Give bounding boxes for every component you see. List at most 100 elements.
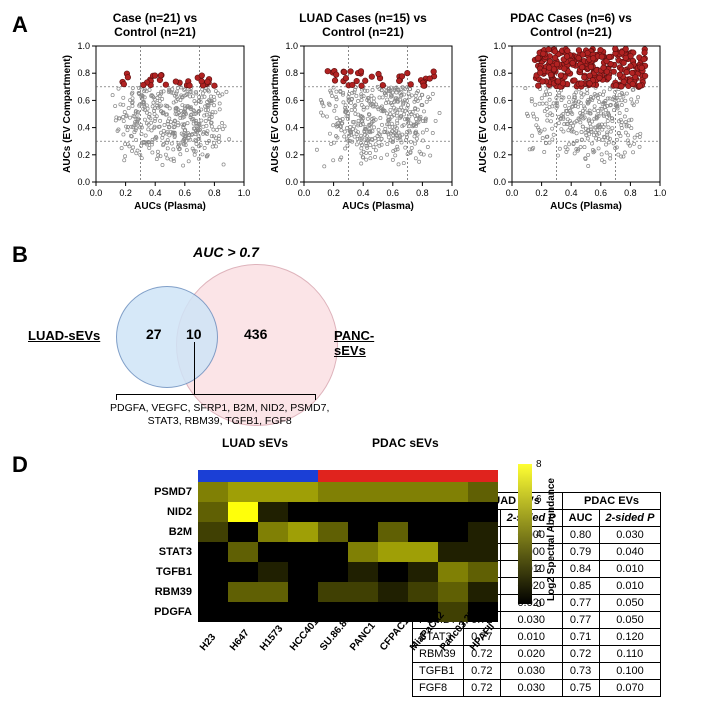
venn-gene-list: PDGFA, VEGFC, SFRP1, B2M, NID2, PSMD7, S… — [110, 402, 329, 427]
venn-right-count: 436 — [244, 326, 267, 342]
venn-bracket — [116, 394, 316, 395]
heat-col-label: H1573 — [258, 623, 286, 653]
heat-cell — [198, 582, 228, 602]
heat-cell — [468, 582, 498, 602]
heat-cell — [228, 482, 258, 502]
heat-row-label: PSMD7 — [132, 486, 198, 498]
heat-row: STAT3 — [132, 542, 700, 562]
svg-text:0.4: 0.4 — [565, 188, 578, 198]
heat-cell — [408, 522, 438, 542]
svg-text:AUCs (EV Compartment): AUCs (EV Compartment) — [478, 55, 489, 173]
svg-text:0.0: 0.0 — [493, 177, 506, 187]
heat-cell — [378, 502, 408, 522]
heat-cell — [288, 562, 318, 582]
heat-cell — [228, 522, 258, 542]
heat-cell — [438, 542, 468, 562]
colorbar: 02468Log2 Spectral Abundance — [518, 464, 532, 604]
heat-xlabels: H23H647H1573HCC4019SU.86.86PANC1CFPAC1Mi… — [198, 622, 700, 633]
heat-cell — [438, 522, 468, 542]
heat-row-label: NID2 — [132, 506, 198, 518]
heat-cell — [258, 582, 288, 602]
heat-row: PDGFA — [132, 602, 700, 622]
svg-text:0.8: 0.8 — [493, 68, 506, 78]
heat-cell — [468, 562, 498, 582]
svg-text:0.6: 0.6 — [387, 188, 400, 198]
venn-leader-line — [194, 342, 195, 394]
svg-text:1.0: 1.0 — [654, 188, 666, 198]
heat-col-label: CFPAC1 — [378, 623, 406, 653]
heat-cell — [408, 502, 438, 522]
heat-col-label: HPAFII — [468, 623, 496, 653]
svg-text:0.6: 0.6 — [595, 188, 608, 198]
svg-text:0.2: 0.2 — [77, 150, 90, 160]
heat-cell — [318, 582, 348, 602]
heat-cell — [348, 562, 378, 582]
svg-text:1.0: 1.0 — [238, 188, 250, 198]
svg-text:0.0: 0.0 — [77, 177, 90, 187]
svg-text:0.2: 0.2 — [493, 150, 506, 160]
venn-left-label: LUAD-sEVs — [28, 328, 100, 343]
heat-cell — [438, 482, 468, 502]
heat-cell — [378, 582, 408, 602]
group1-label: LUAD sEVs — [222, 436, 288, 450]
heat-cell — [318, 542, 348, 562]
scatter-plot: Case (n=21) vsControl (n=21)0.00.00.20.2… — [60, 12, 250, 212]
heat-cell — [348, 602, 378, 622]
group-bar — [198, 470, 498, 482]
heat-cell — [258, 562, 288, 582]
svg-text:0.0: 0.0 — [285, 177, 298, 187]
heat-cell — [288, 502, 318, 522]
heat-cell — [198, 562, 228, 582]
panel-d-label: D — [12, 452, 28, 478]
scatter-svg: 0.00.00.20.20.40.40.60.60.80.81.01.0AUCs… — [268, 42, 458, 212]
heat-cell — [468, 542, 498, 562]
svg-text:0.0: 0.0 — [90, 188, 103, 198]
svg-text:AUCs (Plasma): AUCs (Plasma) — [550, 201, 622, 212]
heat-row: RBM39 — [132, 582, 700, 602]
heat-cell — [408, 542, 438, 562]
heat-cell — [258, 602, 288, 622]
heat-col-label: SU.86.86 — [318, 623, 346, 653]
heat-cell — [468, 522, 498, 542]
heat-cell — [198, 482, 228, 502]
heat-cell — [228, 582, 258, 602]
heat-cell — [228, 562, 258, 582]
heat-col-label: H23 — [198, 623, 226, 653]
heat-cell — [408, 582, 438, 602]
heat-cell — [378, 482, 408, 502]
svg-text:0.8: 0.8 — [416, 188, 429, 198]
svg-text:0.2: 0.2 — [285, 150, 298, 160]
group2-label: PDAC sEVs — [372, 436, 439, 450]
heat-row: TGFB1 — [132, 562, 700, 582]
svg-text:1.0: 1.0 — [493, 42, 506, 51]
svg-text:0.0: 0.0 — [298, 188, 311, 198]
heat-row-label: PDGFA — [132, 606, 198, 618]
svg-text:AUCs (EV Compartment): AUCs (EV Compartment) — [270, 55, 281, 173]
heat-cell — [318, 562, 348, 582]
venn-caption: AUC > 0.7 — [56, 244, 396, 260]
heat-col-label: HCC4019 — [288, 623, 316, 653]
svg-text:0.4: 0.4 — [493, 123, 506, 133]
svg-text:0.2: 0.2 — [535, 188, 548, 198]
heat-cell — [408, 562, 438, 582]
heat-cell — [408, 482, 438, 502]
heat-cell — [198, 542, 228, 562]
heat-cell — [348, 582, 378, 602]
heat-cell — [378, 542, 408, 562]
heat-cell — [318, 502, 348, 522]
panel-a: A Case (n=21) vsControl (n=21)0.00.00.20… — [12, 12, 700, 242]
svg-text:0.4: 0.4 — [77, 123, 90, 133]
heatmap: LUAD sEVsPDAC sEVs PSMD7 NID2 B2M STAT3 … — [132, 452, 700, 633]
heat-cell — [258, 522, 288, 542]
heat-cell — [348, 482, 378, 502]
heat-cell — [198, 602, 228, 622]
panel-d: D LUAD sEVsPDAC sEVs PSMD7 NID2 B2M STAT… — [12, 452, 700, 712]
svg-text:0.4: 0.4 — [357, 188, 370, 198]
svg-text:AUCs (Plasma): AUCs (Plasma) — [134, 201, 206, 212]
svg-text:0.6: 0.6 — [285, 95, 298, 105]
scatter-svg: 0.00.00.20.20.40.40.60.60.80.81.01.0AUCs… — [60, 42, 250, 212]
heat-row-label: B2M — [132, 526, 198, 538]
svg-text:0.6: 0.6 — [179, 188, 192, 198]
venn-left-count: 27 — [146, 326, 162, 342]
panel-b: B AUC > 0.7 LUAD-sEVs PANC-sEVs 27 10 43… — [12, 242, 700, 442]
